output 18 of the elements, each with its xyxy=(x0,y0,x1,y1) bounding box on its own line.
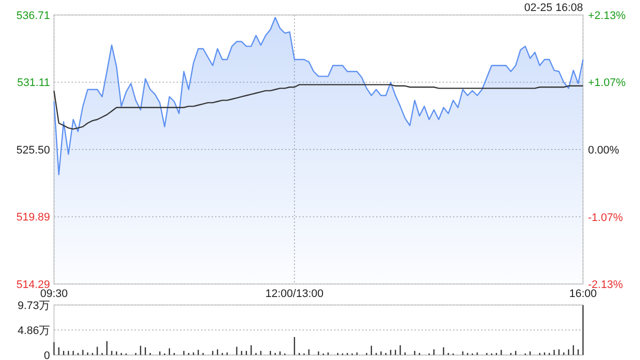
y2-tick-label: +1.07% xyxy=(588,76,626,89)
line-series xyxy=(53,84,584,130)
y2-tick-label: 0.00% xyxy=(588,144,620,156)
y2-tick-label: -2.13% xyxy=(588,278,624,291)
y-tick-label: 4.86万 xyxy=(18,324,50,337)
y-tick-label: 531.11 xyxy=(17,77,50,90)
x-tick-label: 09:30 xyxy=(40,288,68,300)
y-tick-label: 514.29 xyxy=(16,278,50,291)
y-tick-label: 0 xyxy=(44,350,50,360)
x-tick-label: 12:00/13:00 xyxy=(265,288,324,300)
y-tick-label: 536.71 xyxy=(16,10,50,22)
chart-subtitle: 02-25 16:08 xyxy=(524,2,583,14)
y-tick-label: 519.89 xyxy=(16,212,50,224)
y2-tick-label: -1.07% xyxy=(588,212,624,224)
y-tick-label: 9.73万 xyxy=(18,300,50,312)
y-tick-label: 525.50 xyxy=(16,144,50,156)
y2-tick-label: +2.13% xyxy=(588,10,626,22)
x-tick-label: 16:00 xyxy=(569,288,597,300)
